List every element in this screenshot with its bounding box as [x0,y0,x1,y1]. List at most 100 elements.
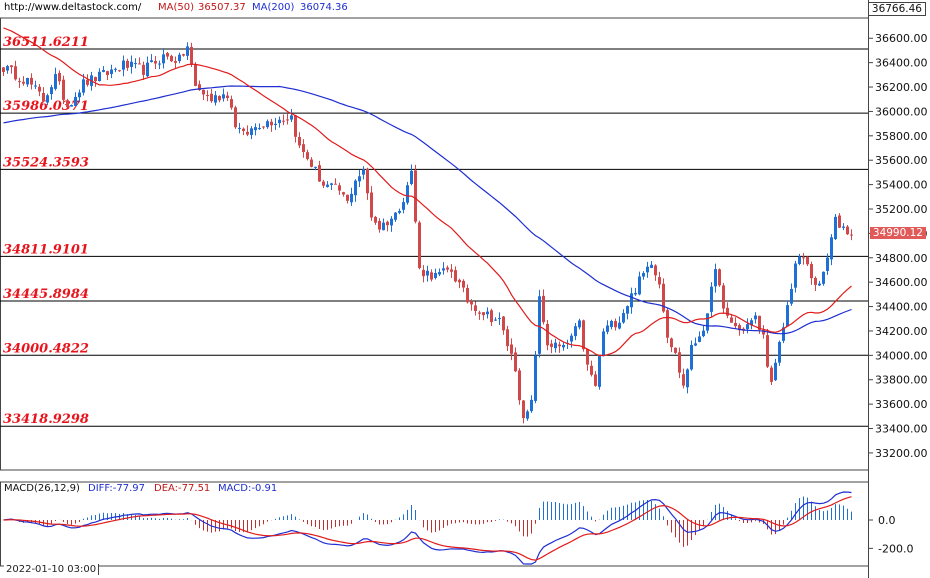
candle-up [626,306,629,314]
macd-panel-frame [0,481,869,567]
candle-up [642,273,645,277]
candle-up [398,210,401,213]
candle-up [622,313,625,323]
candle-up [690,345,693,370]
candle-up [434,272,437,278]
candle-up [98,71,101,82]
candle-down [138,63,141,65]
candle-down [814,278,817,285]
candle-down [302,144,305,152]
candle-down [418,222,421,269]
candle-up [178,54,181,62]
candle-down [674,347,677,353]
candle-up [362,169,365,175]
candle-down [174,61,177,63]
candle-up [574,326,577,337]
candle-up [494,319,497,321]
candle-up [238,127,241,129]
candle-up [610,321,613,328]
candle-down [514,352,517,372]
candle-down [838,215,841,228]
candle-up [650,264,653,268]
candle-down [22,81,25,84]
candle-up [150,60,153,62]
candle-down [262,126,265,128]
candle-up [426,270,429,276]
candle-up [822,271,825,284]
candle-up [114,68,117,70]
candle-up [706,313,709,331]
candle-up [578,320,581,328]
candle-up [694,343,697,346]
candle-down [722,285,725,309]
candle-down [738,325,741,331]
candle-up [26,78,29,85]
candle-down [242,128,245,131]
sr-label: 35524.3593 [3,155,89,170]
candle-up [710,286,713,312]
price-tick-label: 35600.00 [875,154,928,167]
candle-down [166,53,169,57]
ma200-value: 36074.36 [300,2,348,13]
candle-up [746,324,749,330]
candle-up [630,293,633,308]
candle-down [38,86,41,92]
site-url[interactable]: http://www.deltastock.com/ [4,2,142,13]
candle-up [390,218,393,226]
candle-down [294,115,297,137]
candle-up [442,268,445,271]
candle-up [618,322,621,329]
candle-down [850,234,853,236]
ma50-line [3,27,852,357]
candle-down [106,71,109,76]
candle-down [506,329,509,347]
candle-up [70,104,73,107]
candle-down [546,323,549,346]
candle-up [34,85,37,87]
candle-down [802,257,805,259]
candle-down [734,322,737,327]
candle-down [594,374,597,386]
price-tick-label: 33600.00 [875,398,928,411]
candle-up [750,320,753,326]
candle-up [146,62,149,77]
candle-down [118,70,121,72]
candle-up [714,269,717,287]
candle-down [466,287,469,303]
ma200-line [3,85,852,335]
candle-up [278,119,281,124]
candle-up [314,166,317,168]
candle-down [378,221,381,230]
candle-up [134,63,137,65]
candle-down [126,60,129,68]
candle-up [254,127,257,131]
candle-down [558,344,561,347]
candle-down [470,301,473,305]
candle-down [142,64,145,75]
candle-up [250,128,253,136]
candle-up [358,176,361,182]
candle-down [522,400,525,419]
candle-up [826,257,829,271]
candle-down [614,320,617,328]
candle-down [202,89,205,95]
candle-down [666,310,669,338]
candle-down [10,65,13,68]
candle-down [194,64,197,86]
sr-label: 34000.4822 [3,341,89,356]
candle-up [554,342,557,349]
price-tick-label: 35400.00 [875,179,928,192]
ma50-label: MA(50) [158,2,194,13]
macd-tick-label: 0.0 [878,514,896,527]
candle-down [446,267,449,270]
candle-down [334,183,337,185]
candle-up [538,296,541,354]
candle-up [602,331,605,357]
candle-down [758,315,761,330]
candle-down [370,192,373,218]
candle-down [806,256,809,265]
candle-up [786,305,789,327]
candle-up [698,336,701,342]
candle-down [286,119,289,121]
